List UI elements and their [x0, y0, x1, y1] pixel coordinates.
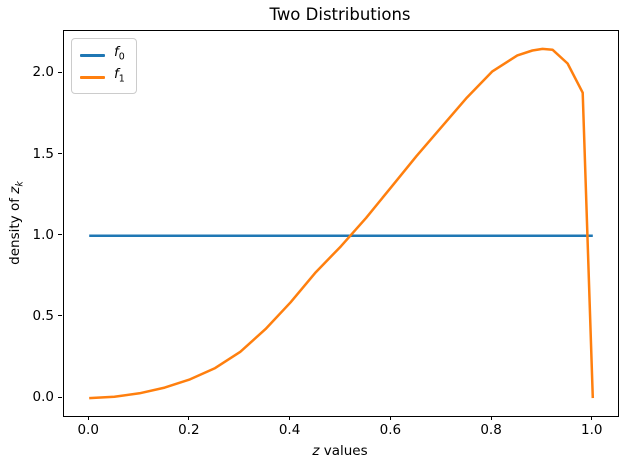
x-tick-mark	[490, 416, 492, 420]
y-tick-mark	[58, 234, 62, 236]
chart-title: Two Distributions	[269, 5, 411, 24]
x-axis-label: z values	[63, 443, 617, 459]
x-tick-label: 1.0	[581, 422, 603, 438]
y-tick-label: 1.0	[32, 226, 54, 243]
y-axis-label-prefix: density of	[7, 193, 23, 265]
legend-label-f1-base: f	[114, 66, 119, 83]
y-tick-label: 0.0	[32, 389, 54, 406]
y-tick-label: 2.0	[32, 64, 54, 81]
x-axis-label-var: z	[312, 443, 320, 459]
y-tick-label: 1.5	[32, 145, 54, 162]
x-tick-label: 0.0	[77, 422, 99, 438]
y-tick-label: 0.5	[32, 307, 54, 324]
y-axis-label-var: z	[7, 186, 23, 194]
y-tick-mark	[58, 396, 62, 398]
legend-label-f0-sub: 0	[118, 51, 125, 63]
x-axis-label-rest: values	[319, 443, 368, 459]
y-axis-label: density of zk	[7, 123, 26, 323]
legend-label-f1: f1	[114, 67, 125, 87]
x-tick-label: 0.2	[178, 422, 200, 438]
plot-area: f0 f1	[63, 30, 619, 417]
legend-item-f0: f0	[80, 44, 128, 66]
legend-label-f1-sub: 1	[118, 73, 125, 85]
y-tick-mark	[58, 315, 62, 317]
x-tick-mark	[389, 416, 391, 420]
x-tick-mark	[87, 416, 89, 420]
x-tick-label: 0.4	[278, 422, 301, 438]
legend-line-f0-swatch	[80, 53, 105, 57]
y-tick-mark	[58, 153, 62, 154]
x-tick-mark	[188, 416, 190, 420]
y-axis-label-sub: k	[14, 181, 26, 187]
legend-label-f0: f0	[114, 45, 125, 65]
series-line-f1	[89, 47, 595, 400]
plot-canvas	[89, 47, 595, 400]
x-tick-label: 0.8	[480, 422, 502, 438]
y-tick-mark	[58, 71, 62, 73]
legend-item-f1: f1	[80, 66, 128, 88]
x-tick-label: 0.6	[379, 422, 402, 438]
x-tick-mark	[591, 416, 593, 420]
legend: f0 f1	[71, 38, 137, 94]
x-tick-mark	[289, 416, 291, 420]
legend-line-f1-swatch	[80, 75, 105, 79]
legend-label-f0-base: f	[114, 44, 119, 61]
